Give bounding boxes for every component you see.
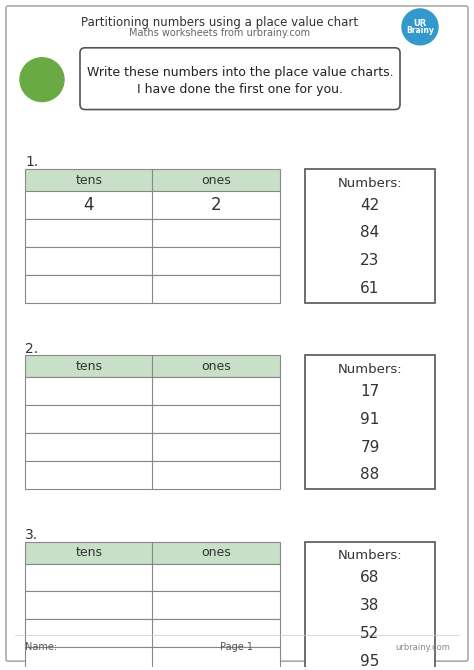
Text: Page 1: Page 1 xyxy=(220,643,254,652)
Text: 91: 91 xyxy=(360,411,380,427)
Text: 2: 2 xyxy=(211,196,221,214)
Text: 23: 23 xyxy=(360,253,380,269)
Bar xyxy=(25,433,280,461)
Text: 61: 61 xyxy=(360,281,380,296)
Text: 2.: 2. xyxy=(25,342,38,356)
Bar xyxy=(25,275,280,303)
Bar xyxy=(25,647,280,670)
Bar xyxy=(25,592,280,619)
Text: Name:: Name: xyxy=(25,643,57,652)
Bar xyxy=(25,170,280,191)
Text: ones: ones xyxy=(201,546,231,559)
Text: Partitioning numbers using a place value chart: Partitioning numbers using a place value… xyxy=(82,16,358,29)
Bar xyxy=(25,563,280,592)
Text: 38: 38 xyxy=(360,598,380,613)
Circle shape xyxy=(402,9,438,45)
Bar xyxy=(25,461,280,489)
Text: 52: 52 xyxy=(360,626,380,641)
Text: ones: ones xyxy=(201,174,231,187)
Text: 4: 4 xyxy=(83,196,94,214)
Text: 95: 95 xyxy=(360,654,380,669)
Bar xyxy=(25,405,280,433)
Text: 17: 17 xyxy=(360,384,380,399)
Bar xyxy=(25,247,280,275)
Bar xyxy=(305,170,435,303)
Text: ones: ones xyxy=(201,360,231,373)
Text: 79: 79 xyxy=(360,440,380,454)
FancyBboxPatch shape xyxy=(6,6,468,661)
Circle shape xyxy=(20,58,64,102)
Text: Maths worksheets from urbrainy.com: Maths worksheets from urbrainy.com xyxy=(129,28,310,38)
Bar xyxy=(305,356,435,489)
Text: 88: 88 xyxy=(360,468,380,482)
Text: Numbers:: Numbers: xyxy=(337,177,402,190)
Text: tens: tens xyxy=(75,174,102,187)
Text: Write these numbers into the place value charts.: Write these numbers into the place value… xyxy=(87,66,393,79)
Text: 3.: 3. xyxy=(25,528,38,542)
Text: 84: 84 xyxy=(360,226,380,241)
Text: UR: UR xyxy=(413,19,427,28)
Bar xyxy=(25,541,280,563)
Text: 42: 42 xyxy=(360,198,380,212)
FancyBboxPatch shape xyxy=(80,48,400,109)
Text: urbrainy.com: urbrainy.com xyxy=(395,643,450,652)
Text: 68: 68 xyxy=(360,570,380,585)
Text: Numbers:: Numbers: xyxy=(337,549,402,562)
Text: tens: tens xyxy=(75,360,102,373)
Bar xyxy=(25,377,280,405)
Bar xyxy=(25,191,280,219)
Bar xyxy=(25,356,280,377)
Text: I have done the first one for you.: I have done the first one for you. xyxy=(137,83,343,96)
Text: tens: tens xyxy=(75,546,102,559)
Text: Brainy: Brainy xyxy=(406,26,434,36)
Text: Numbers:: Numbers: xyxy=(337,363,402,376)
Bar xyxy=(25,619,280,647)
Bar xyxy=(305,541,435,670)
Text: 1.: 1. xyxy=(25,155,38,170)
Bar xyxy=(25,219,280,247)
